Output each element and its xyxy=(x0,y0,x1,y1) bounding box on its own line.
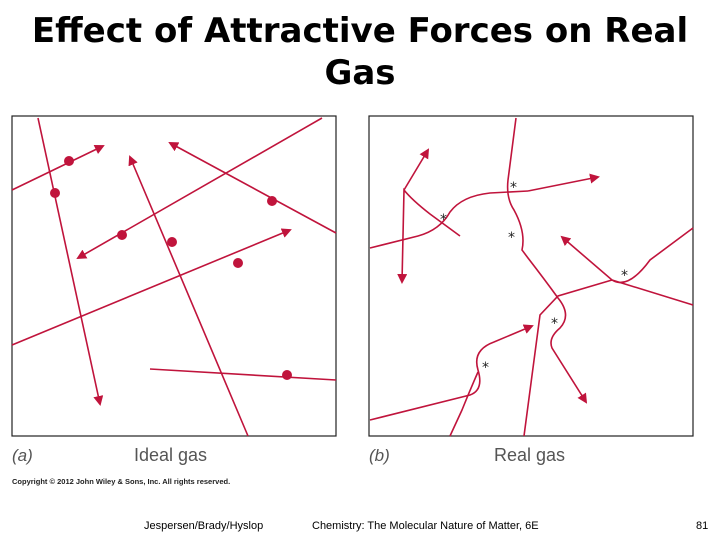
ideal-trajectory xyxy=(11,144,105,191)
real-trajectory xyxy=(523,279,613,437)
ideal-molecule xyxy=(64,156,74,166)
interaction-marker: * xyxy=(551,316,558,332)
ideal-gas-frame xyxy=(11,115,337,437)
panel-b-caption: Real gas xyxy=(494,445,565,465)
panel-a-caption: Ideal gas xyxy=(134,445,207,465)
real-trajectory xyxy=(527,173,600,192)
real-trajectory xyxy=(369,324,534,421)
ideal-molecule xyxy=(117,230,127,240)
interaction-marker: * xyxy=(440,212,447,228)
footer-authors: Jespersen/Brady/Hyslop xyxy=(144,520,264,532)
ideal-trajectory xyxy=(128,155,249,437)
real-trajectory xyxy=(506,117,588,404)
slide-title: Effect of Attractive Forces on Real Gas xyxy=(0,10,720,94)
gas-comparison-figure: (a) Ideal gas Copyright © 2012 John Wile… xyxy=(11,115,694,486)
ideal-trajectory xyxy=(11,228,292,346)
real-trajectory xyxy=(449,371,479,437)
ideal-molecule xyxy=(50,188,60,198)
ideal-molecule xyxy=(282,370,292,380)
ideal-molecule xyxy=(267,196,277,206)
ideal-trajectory xyxy=(37,117,104,406)
ideal-molecule xyxy=(233,258,243,268)
page-number: 81 xyxy=(696,520,709,532)
real-trajectory xyxy=(611,279,694,306)
footer-book-title: Chemistry: The Molecular Nature of Matte… xyxy=(312,520,539,532)
real-trajectory xyxy=(403,148,430,191)
real-trajectory xyxy=(397,187,461,284)
title-line-1: Effect of Attractive Forces on Real xyxy=(31,11,689,51)
interaction-marker: * xyxy=(621,268,628,284)
interaction-marker: * xyxy=(482,360,489,376)
real-trajectory xyxy=(369,190,529,249)
ideal-trajectory xyxy=(168,142,337,234)
interaction-marker: * xyxy=(508,230,515,246)
real-gas-panel: * * * * * * (b) Real gas xyxy=(368,115,694,465)
ideal-molecule xyxy=(167,237,177,247)
ideal-trajectory xyxy=(149,368,337,381)
title-line-2: Gas xyxy=(324,53,396,93)
panel-a-letter: (a) xyxy=(12,446,33,465)
interaction-marker: * xyxy=(510,180,517,196)
panel-b-letter: (b) xyxy=(369,446,390,465)
copyright-notice: Copyright © 2012 John Wiley & Sons, Inc.… xyxy=(12,477,230,486)
ideal-gas-panel: (a) Ideal gas Copyright © 2012 John Wile… xyxy=(11,115,337,486)
